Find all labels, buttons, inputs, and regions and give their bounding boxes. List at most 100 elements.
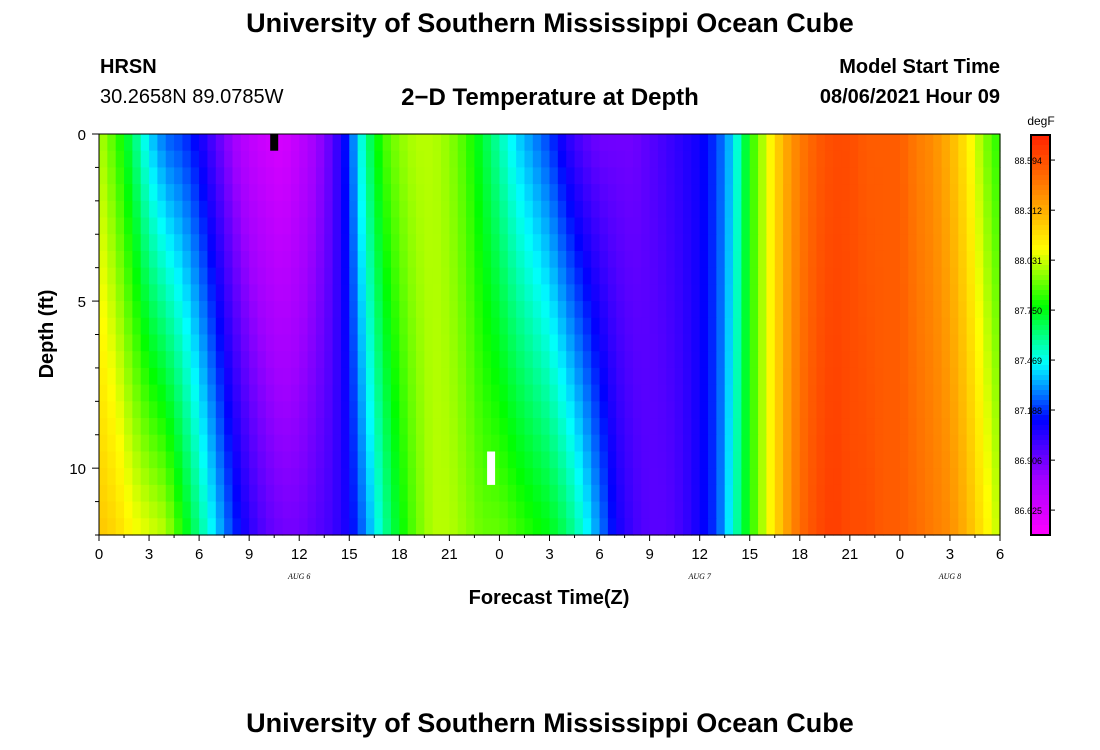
heatmap-cell [257,451,267,469]
heatmap-cell [883,301,893,319]
heatmap-cell [165,184,175,202]
heatmap-cell [816,518,826,536]
heatmap-cell [299,434,309,453]
heatmap-cell [649,284,659,302]
heatmap-cell [741,317,751,336]
heatmap-cell [599,434,609,453]
heatmap-cell [974,501,984,519]
heatmap-cell [407,234,417,252]
heatmap-cell [924,167,934,185]
heatmap-cell [833,234,843,252]
heatmap-cell [783,317,793,336]
heatmap-cell [582,267,592,285]
heatmap-cell [899,518,909,536]
heatmap-cell [866,418,876,436]
heatmap-cell [207,334,217,352]
heatmap-cell [949,484,959,503]
heatmap-cell [315,200,325,219]
heatmap-cell [858,317,868,336]
heatmap-cell [399,301,409,319]
heatmap-cell [966,351,976,369]
heatmap-cell [949,167,959,185]
heatmap-cell [758,468,767,486]
heatmap-cell [474,134,484,152]
colorbar-segment [1031,325,1050,331]
heatmap-cell [758,518,767,536]
heatmap-cell [891,351,901,369]
heatmap-cell [766,484,776,503]
heatmap-cell [124,184,133,202]
heatmap-cell [758,334,767,352]
heatmap-cell [390,468,400,486]
heatmap-cell [390,434,400,453]
heatmap-cell [424,184,434,202]
heatmap-cell [899,167,909,185]
heatmap-cell [416,351,425,369]
heatmap-cell [724,267,734,285]
heatmap-cell [390,351,400,369]
heatmap-cell [557,317,567,336]
heatmap-cell [365,384,375,402]
heatmap-cell [624,418,634,436]
heatmap-cell [749,334,759,352]
heatmap-cell [107,217,117,235]
heatmap-cell [983,434,993,453]
heatmap-cell [516,301,526,319]
heatmap-cell [441,334,450,352]
heatmap-cell [432,317,442,336]
heatmap-cell [799,134,809,152]
heatmap-cell [441,351,450,369]
colorbar-units: degF [1027,114,1054,128]
heatmap-cell [407,518,417,536]
heatmap-cell [449,167,459,185]
heatmap-cell [340,284,350,302]
heatmap-cell [716,367,726,386]
heatmap-cell [340,434,350,453]
heatmap-cell [607,468,617,486]
heatmap-cell [374,184,384,202]
heatmap-cell [357,501,367,519]
colorbar-segment [1031,200,1050,206]
heatmap-cell [632,267,642,285]
heatmap-cell [866,134,876,152]
heatmap-cell [541,367,551,386]
heatmap-cell [132,317,142,336]
heatmap-cell [974,434,984,453]
heatmap-cell [924,200,934,219]
heatmap-cell [215,301,225,319]
heatmap-cell [974,150,984,169]
heatmap-cell [933,234,943,252]
heatmap-cell [799,401,809,419]
heatmap-cell [708,234,717,252]
heatmap-cell [390,518,400,536]
heatmap-cell [624,434,634,453]
heatmap-cell [315,401,325,419]
heatmap-cell [365,484,375,503]
heatmap-cell [682,451,692,469]
heatmap-cell [641,468,651,486]
heatmap-cell [399,451,409,469]
heatmap-cell [232,250,242,269]
heatmap-cell [432,184,442,202]
heatmap-cell [908,134,918,152]
heatmap-cell [933,134,943,152]
heatmap-cell [190,518,200,536]
heatmap-cell [691,167,701,185]
heatmap-cell [516,284,526,302]
heatmap-cell [891,250,901,269]
heatmap-cell [649,418,659,436]
heatmap-cell [240,384,250,402]
heatmap-cell [657,484,667,503]
heatmap-cell [340,384,350,402]
heatmap-cell [841,150,851,169]
heatmap-cell [324,451,334,469]
heatmap-cell [666,418,676,436]
heatmap-cell [649,367,659,386]
heatmap-cell [849,384,859,402]
colorbar-segment [1031,145,1050,151]
heatmap-cell [457,434,467,453]
heatmap-cell [549,167,559,185]
heatmap-cell [733,284,742,302]
colorbar-segment [1031,300,1050,306]
heatmap-cell [290,134,300,152]
